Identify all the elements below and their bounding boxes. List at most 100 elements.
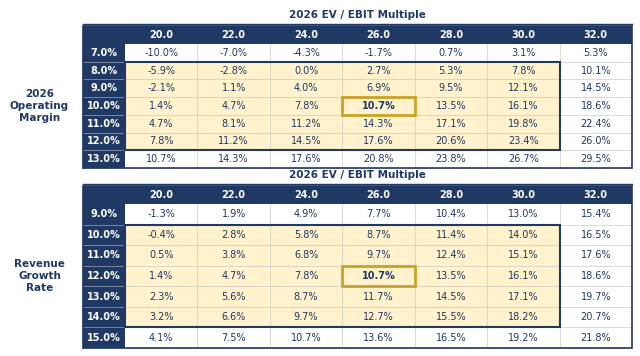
Text: 26.0: 26.0 bbox=[367, 30, 390, 40]
Text: 19.8%: 19.8% bbox=[508, 119, 539, 129]
Bar bbox=[487, 286, 559, 307]
Text: 20.6%: 20.6% bbox=[436, 136, 467, 146]
Bar bbox=[342, 79, 415, 97]
Text: 3.1%: 3.1% bbox=[511, 48, 536, 58]
Text: 13.0%: 13.0% bbox=[508, 209, 539, 219]
Bar bbox=[415, 132, 487, 150]
Bar bbox=[125, 97, 197, 115]
Bar bbox=[125, 245, 197, 266]
Bar bbox=[125, 266, 197, 286]
Bar bbox=[83, 186, 632, 204]
Bar bbox=[342, 245, 415, 266]
Bar bbox=[487, 266, 559, 286]
Text: 19.7%: 19.7% bbox=[580, 292, 611, 302]
Text: 16.5%: 16.5% bbox=[436, 333, 467, 343]
Text: 11.0%: 11.0% bbox=[87, 250, 121, 261]
Bar bbox=[342, 97, 415, 115]
Text: 0.0%: 0.0% bbox=[294, 66, 318, 75]
Text: 4.9%: 4.9% bbox=[294, 209, 318, 219]
Text: 6.6%: 6.6% bbox=[221, 312, 246, 322]
Text: 0.5%: 0.5% bbox=[149, 250, 173, 261]
Text: 7.8%: 7.8% bbox=[294, 101, 318, 111]
Text: 29.5%: 29.5% bbox=[580, 154, 611, 164]
Text: 14.5%: 14.5% bbox=[580, 83, 611, 93]
Text: 22.0: 22.0 bbox=[221, 190, 246, 200]
Text: 28.0: 28.0 bbox=[439, 190, 463, 200]
Text: 18.6%: 18.6% bbox=[580, 271, 611, 281]
Text: 23.4%: 23.4% bbox=[508, 136, 539, 146]
Bar bbox=[197, 307, 270, 328]
Text: 0.7%: 0.7% bbox=[438, 48, 463, 58]
Text: 14.5%: 14.5% bbox=[436, 292, 467, 302]
Text: 10.0%: 10.0% bbox=[87, 230, 121, 240]
Text: 17.6%: 17.6% bbox=[580, 250, 611, 261]
Text: 2.7%: 2.7% bbox=[366, 66, 391, 75]
Text: -7.0%: -7.0% bbox=[220, 48, 248, 58]
Bar bbox=[487, 245, 559, 266]
Text: 2.3%: 2.3% bbox=[149, 292, 173, 302]
Text: 22.4%: 22.4% bbox=[580, 119, 611, 129]
Text: 8.7%: 8.7% bbox=[366, 230, 391, 240]
Bar bbox=[415, 97, 487, 115]
Text: 11.7%: 11.7% bbox=[363, 292, 394, 302]
Text: 24.0: 24.0 bbox=[294, 30, 318, 40]
Bar bbox=[83, 44, 125, 168]
Bar bbox=[197, 225, 270, 245]
Text: -2.1%: -2.1% bbox=[147, 83, 175, 93]
Text: 18.6%: 18.6% bbox=[580, 101, 611, 111]
Text: 15.5%: 15.5% bbox=[436, 312, 467, 322]
Text: 9.0%: 9.0% bbox=[90, 83, 118, 93]
Text: 1.4%: 1.4% bbox=[149, 101, 173, 111]
Text: 12.7%: 12.7% bbox=[363, 312, 394, 322]
Text: 10.1%: 10.1% bbox=[580, 66, 611, 75]
Bar bbox=[415, 115, 487, 132]
Text: -0.4%: -0.4% bbox=[147, 230, 175, 240]
Text: 2026 EV / EBIT Multiple: 2026 EV / EBIT Multiple bbox=[289, 170, 426, 180]
Text: 12.1%: 12.1% bbox=[508, 83, 539, 93]
Text: 7.8%: 7.8% bbox=[149, 136, 173, 146]
Text: 3.2%: 3.2% bbox=[149, 312, 173, 322]
Text: 2026
Operating
Margin: 2026 Operating Margin bbox=[10, 89, 69, 122]
Bar bbox=[342, 225, 415, 245]
Bar bbox=[270, 266, 342, 286]
Bar bbox=[487, 115, 559, 132]
Text: 15.1%: 15.1% bbox=[508, 250, 539, 261]
Bar bbox=[342, 62, 415, 79]
Text: 26.0%: 26.0% bbox=[580, 136, 611, 146]
Text: 4.7%: 4.7% bbox=[221, 271, 246, 281]
Text: 6.8%: 6.8% bbox=[294, 250, 318, 261]
Text: 13.5%: 13.5% bbox=[436, 271, 467, 281]
Bar bbox=[487, 97, 559, 115]
Text: 5.3%: 5.3% bbox=[438, 66, 463, 75]
Bar bbox=[197, 266, 270, 286]
Text: 7.8%: 7.8% bbox=[294, 271, 318, 281]
Text: 4.7%: 4.7% bbox=[149, 119, 173, 129]
Bar bbox=[270, 62, 342, 79]
Text: 17.6%: 17.6% bbox=[363, 136, 394, 146]
Text: -5.9%: -5.9% bbox=[147, 66, 175, 75]
Text: 13.0%: 13.0% bbox=[87, 154, 121, 164]
Text: 12.4%: 12.4% bbox=[436, 250, 467, 261]
Text: -4.3%: -4.3% bbox=[292, 48, 320, 58]
Text: 15.0%: 15.0% bbox=[87, 333, 121, 343]
Bar bbox=[415, 62, 487, 79]
Text: 16.1%: 16.1% bbox=[508, 271, 539, 281]
Text: 16.1%: 16.1% bbox=[508, 101, 539, 111]
Text: 7.0%: 7.0% bbox=[90, 48, 118, 58]
Text: 16.5%: 16.5% bbox=[580, 230, 611, 240]
Text: 12.0%: 12.0% bbox=[87, 271, 121, 281]
Text: 11.4%: 11.4% bbox=[436, 230, 466, 240]
Text: 7.8%: 7.8% bbox=[511, 66, 536, 75]
Text: 5.3%: 5.3% bbox=[584, 48, 608, 58]
Bar bbox=[125, 286, 197, 307]
Text: 17.6%: 17.6% bbox=[291, 154, 321, 164]
Text: 12.0%: 12.0% bbox=[87, 136, 121, 146]
Text: -10.0%: -10.0% bbox=[144, 48, 178, 58]
Bar bbox=[197, 115, 270, 132]
Text: 8.7%: 8.7% bbox=[294, 292, 318, 302]
Bar bbox=[83, 186, 632, 348]
Text: 10.0%: 10.0% bbox=[87, 101, 121, 111]
Text: 9.5%: 9.5% bbox=[438, 83, 463, 93]
Text: 17.1%: 17.1% bbox=[436, 119, 467, 129]
Text: 11.0%: 11.0% bbox=[87, 119, 121, 129]
